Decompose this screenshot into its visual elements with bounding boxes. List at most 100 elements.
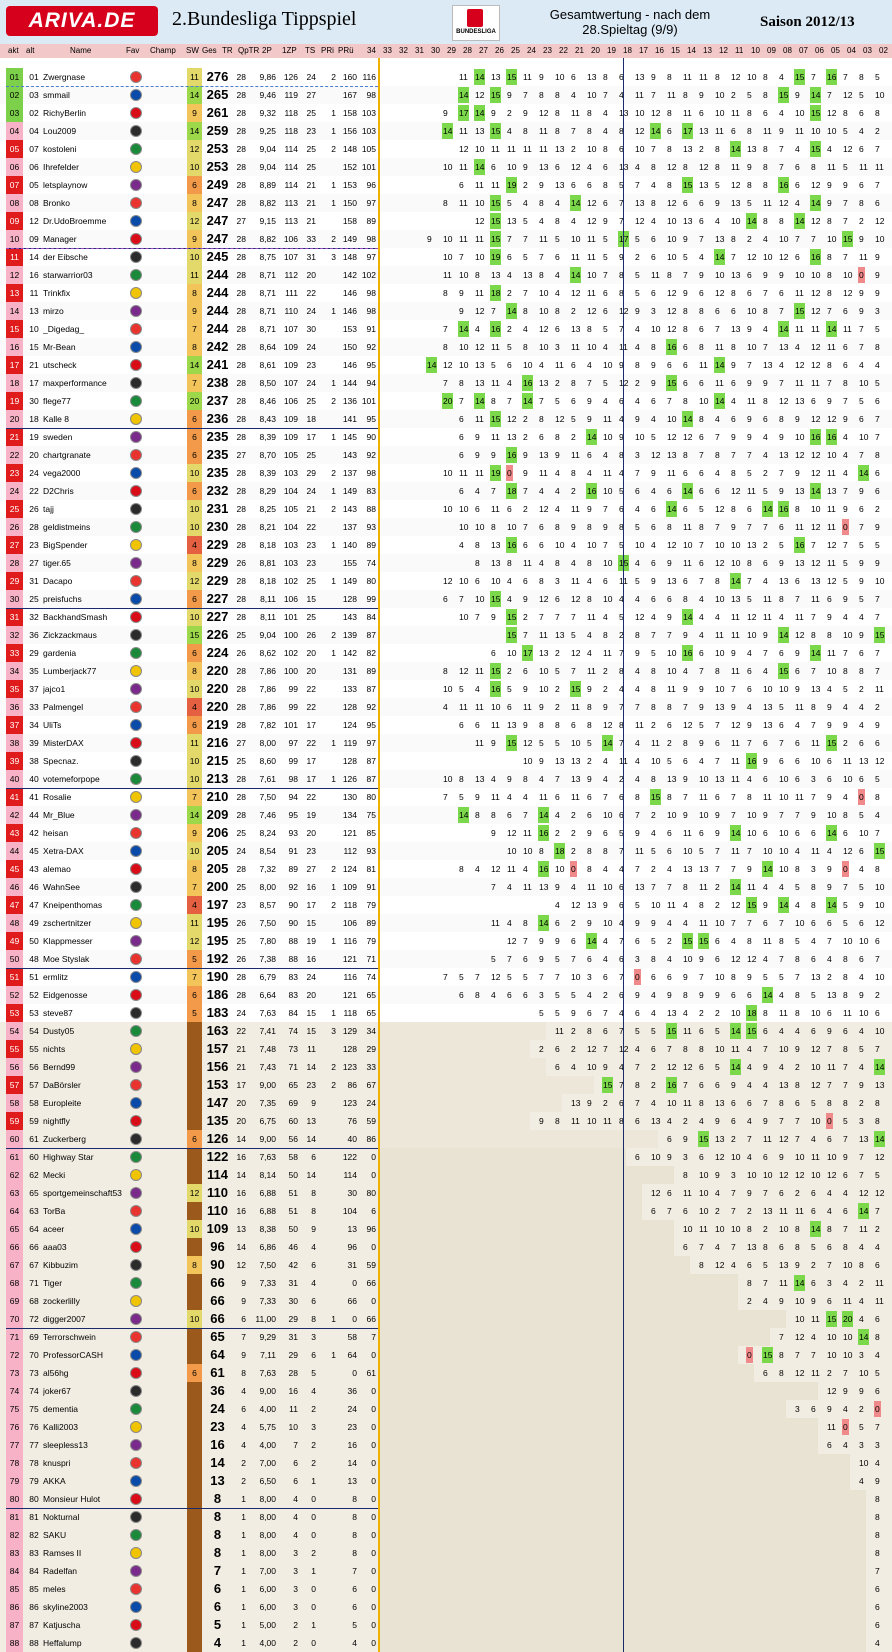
- table-row[interactable]: 39 38 Specnaz. 10 215 25 8,60 99 17 128 87 10 9 13 13 2…: [0, 752, 892, 770]
- player-name[interactable]: Zuckerberg: [43, 1134, 86, 1144]
- player-name[interactable]: Katjuscha: [43, 1620, 81, 1630]
- player-name[interactable]: Mr-Bean: [43, 342, 76, 352]
- player-name[interactable]: Ramses II: [43, 1548, 82, 1558]
- player-name[interactable]: chartgranate: [43, 450, 91, 460]
- column-header[interactable]: Ges: [202, 46, 217, 55]
- player-name[interactable]: Dacapo: [43, 576, 73, 586]
- table-row[interactable]: 78 78 knuspri 14 2 7,00 6 2 14 0 10 4: [0, 1454, 892, 1472]
- table-row[interactable]: 62 62 Mecki 114 14 8,14 50 14 114 0 8 10 9 3 10 10 12 12 1…: [0, 1166, 892, 1184]
- table-row[interactable]: 73 73 al56hg 6 61 8 7,63 28 5 0 61 6 8 12 11 2 7 10 5: [0, 1364, 892, 1382]
- table-row[interactable]: 01 01 Zwergnase 11 276 28 9,86 126 24 2 160 116 11 14…: [0, 68, 892, 86]
- column-header[interactable]: 26: [495, 46, 504, 55]
- player-name[interactable]: digger2007: [43, 1314, 86, 1324]
- player-name[interactable]: mirzo: [43, 306, 64, 316]
- player-name[interactable]: Klappmesser: [43, 936, 93, 946]
- player-name[interactable]: Kneipenthomas: [43, 900, 103, 910]
- table-row[interactable]: 19 30 flege77 20 237 28 8,46 106 25 2 136 101 20 7 14 8…: [0, 392, 892, 410]
- table-row[interactable]: 59 59 nightfly 135 20 6,75 60 13 76 59 9 8 11 10 11 8 6 1…: [0, 1112, 892, 1130]
- player-name[interactable]: joker67: [43, 1386, 71, 1396]
- column-header[interactable]: 20: [591, 46, 600, 55]
- player-name[interactable]: Manager: [43, 234, 77, 244]
- table-row[interactable]: 27 23 BigSpender 4 229 28 8,18 103 23 1 140 89 4 8 13 1…: [0, 536, 892, 554]
- table-row[interactable]: 71 69 Terrorschwein 65 7 9,29 31 3 58 7 7 12 4 10 10 14…: [0, 1328, 892, 1346]
- player-name[interactable]: nightfly: [43, 1116, 70, 1126]
- table-row[interactable]: 76 76 Kalli2003 23 4 5,75 10 3 23 0 11 0 5 7: [0, 1418, 892, 1436]
- column-header[interactable]: 02: [879, 46, 888, 55]
- column-header[interactable]: 06: [815, 46, 824, 55]
- table-row[interactable]: 53 53 steve87 5 183 24 7,63 84 15 1 118 65 5 5 9 6 7 4 6 4 1…: [0, 1004, 892, 1022]
- player-name[interactable]: meles: [43, 1584, 66, 1594]
- table-row[interactable]: 51 51 ermlitz 7 190 28 6,79 83 24 116 74 7 5 7 12 5 5 7 7 1…: [0, 968, 892, 986]
- table-row[interactable]: 26 28 geldistmeins 10 230 28 8,21 104 22 137 93 10 1…: [0, 518, 892, 536]
- column-header[interactable]: 07: [799, 46, 808, 55]
- player-name[interactable]: aaa03: [43, 1242, 67, 1252]
- player-name[interactable]: ProfessorCASH: [43, 1350, 103, 1360]
- player-name[interactable]: nichts: [43, 1044, 66, 1054]
- column-header[interactable]: 14: [687, 46, 696, 55]
- player-name[interactable]: Zickzackmaus: [43, 630, 97, 640]
- player-name[interactable]: DaBörsler: [43, 1080, 81, 1090]
- table-row[interactable]: 63 65 sportgemeinschaft53 12 110 16 6,88 51 8 30 8…: [0, 1184, 892, 1202]
- table-row[interactable]: 85 85 meles 6 1 6,00 3 0 6 0 6: [0, 1580, 892, 1598]
- column-header[interactable]: TS: [305, 46, 316, 55]
- player-name[interactable]: Dusty05: [43, 1026, 75, 1036]
- player-name[interactable]: alemao: [43, 864, 71, 874]
- table-row[interactable]: 04 04 Lou2009 14 259 28 9,25 118 23 1 156 103 14 11 13…: [0, 122, 892, 140]
- table-row[interactable]: 87 87 Katjuscha 5 1 5,00 2 1 5 0 6: [0, 1616, 892, 1634]
- player-name[interactable]: BackhandSmash: [43, 612, 108, 622]
- player-name[interactable]: D2Chris: [43, 486, 74, 496]
- table-row[interactable]: 49 50 Klappmesser 12 195 25 7,80 88 19 1 116 79 12 7 9…: [0, 932, 892, 950]
- table-row[interactable]: 32 36 Zickzackmaus 15 226 25 9,04 100 26 2 139 87 15…: [0, 626, 892, 644]
- player-name[interactable]: Kibbuzim: [43, 1260, 78, 1270]
- player-name[interactable]: maxperformance: [43, 378, 107, 388]
- player-name[interactable]: Palmengel: [43, 702, 84, 712]
- table-row[interactable]: 86 86 skyline2003 6 1 6,00 3 0 6 0 6: [0, 1598, 892, 1616]
- player-name[interactable]: tajj: [43, 504, 54, 514]
- player-name[interactable]: kostoleni: [43, 144, 77, 154]
- player-name[interactable]: AKKA: [43, 1476, 66, 1486]
- player-name[interactable]: letsplaynow: [43, 180, 88, 190]
- table-row[interactable]: 50 48 Moe Styslak 5 192 26 7,38 88 16 121 71 5 7 6 9 5 7…: [0, 950, 892, 968]
- table-row[interactable]: 42 44 Mr_Blue 14 209 28 7,46 95 19 134 75 14 8 8 6 7 14 4…: [0, 806, 892, 824]
- table-row[interactable]: 67 67 Kibbuzim 8 90 12 7,50 42 6 31 59 8 12 4 6 5 13 9 2 7 1…: [0, 1256, 892, 1274]
- player-name[interactable]: preisfuchs: [43, 594, 82, 604]
- player-name[interactable]: skyline2003: [43, 1602, 88, 1612]
- column-header[interactable]: 10: [751, 46, 760, 55]
- player-name[interactable]: SAKU: [43, 1530, 67, 1540]
- table-row[interactable]: 20 18 Kalle 8 6 236 28 8,43 109 18 141 95 6 11 15 12 2 8…: [0, 410, 892, 428]
- player-name[interactable]: Europleite: [43, 1098, 82, 1108]
- column-header[interactable]: Fav: [126, 46, 140, 55]
- column-header[interactable]: 09: [767, 46, 776, 55]
- table-row[interactable]: 70 72 digger2007 10 66 6 11,00 29 8 1 0 66 10 11 15 20 4…: [0, 1310, 892, 1328]
- table-row[interactable]: 34 35 Lumberjack77 8 220 28 7,86 100 20 131 89 8 12 1…: [0, 662, 892, 680]
- player-name[interactable]: ermlitz: [43, 972, 69, 982]
- player-name[interactable]: heisan: [43, 828, 69, 838]
- player-name[interactable]: Mr_Blue: [43, 810, 75, 820]
- column-header[interactable]: alt: [26, 46, 35, 55]
- column-header[interactable]: 22: [559, 46, 568, 55]
- table-row[interactable]: 05 07 kostoleni 12 253 28 9,04 114 25 2 148 105 12 10…: [0, 140, 892, 158]
- player-name[interactable]: UliTs: [43, 720, 62, 730]
- table-row[interactable]: 5555nichts157217,48731112829262127124678…: [0, 1040, 892, 1058]
- column-header[interactable]: 29: [447, 46, 456, 55]
- player-name[interactable]: utscheck: [43, 360, 77, 370]
- column-header[interactable]: 1ZP: [282, 46, 297, 55]
- column-header[interactable]: 23: [543, 46, 552, 55]
- player-name[interactable]: Dr.UdoBroemme: [43, 216, 107, 226]
- player-name[interactable]: aceer: [43, 1224, 65, 1234]
- table-row[interactable]: 75 75 dementia 24 6 4,00 11 2 24 0 3 6 9 4 2 0: [0, 1400, 892, 1418]
- player-name[interactable]: votemeforpope: [43, 774, 100, 784]
- column-header[interactable]: 31: [415, 46, 424, 55]
- table-row[interactable]: 35 37 jajco1 10 220 28 7,86 99 22 133 87 10 5 4 16 5 9 10…: [0, 680, 892, 698]
- player-name[interactable]: dementia: [43, 1404, 78, 1414]
- table-row[interactable]: 80 80 Monsieur Hulot 8 1 8,00 4 0 8 0 8: [0, 1490, 892, 1508]
- table-row[interactable]: 31 32 BackhandSmash 10 227 28 8,11 101 25 143 84 10…: [0, 608, 892, 626]
- player-name[interactable]: Zwergnase: [43, 72, 86, 82]
- player-name[interactable]: Trinkfix: [43, 288, 71, 298]
- column-header[interactable]: 24: [527, 46, 536, 55]
- player-name[interactable]: jajco1: [43, 684, 66, 694]
- table-row[interactable]: 79 79 AKKA 13 2 6,50 6 1 13 0 4 9: [0, 1472, 892, 1490]
- table-row[interactable]: 09 12 Dr.UdoBroemme 12 247 27 9,15 113 21 158 89 12…: [0, 212, 892, 230]
- player-name[interactable]: knuspri: [43, 1458, 71, 1468]
- column-header[interactable]: 18: [623, 46, 632, 55]
